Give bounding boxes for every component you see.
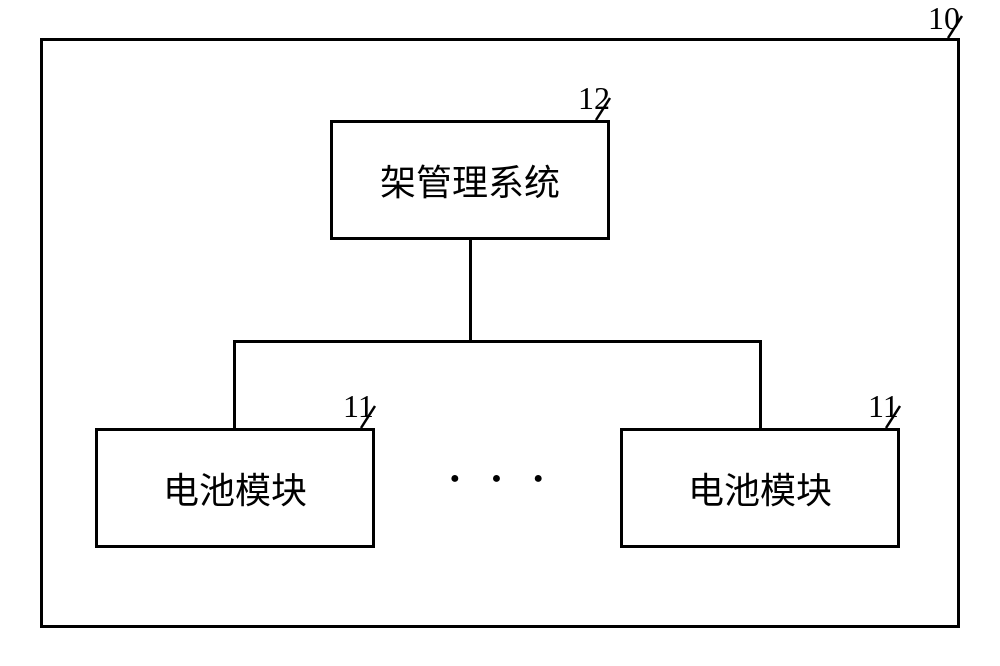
rack-management-system-box: 架管理系统 bbox=[330, 120, 610, 240]
connector-vertical-top bbox=[469, 240, 472, 340]
ellipsis-dots: ● ● ● bbox=[450, 470, 557, 488]
connector-vertical-left bbox=[233, 340, 236, 428]
top-box-label: 12 bbox=[578, 80, 610, 117]
right-box-label: 11 bbox=[868, 388, 899, 425]
battery-module-right-text: 电池模块 bbox=[688, 462, 832, 514]
battery-module-left-box: 电池模块 bbox=[95, 428, 375, 548]
connector-vertical-right bbox=[759, 340, 762, 428]
connector-horizontal-bus bbox=[233, 340, 762, 343]
left-box-label: 11 bbox=[343, 388, 374, 425]
outer-label: 10 bbox=[928, 0, 960, 37]
battery-module-left-text: 电池模块 bbox=[163, 462, 307, 514]
rack-management-system-text: 架管理系统 bbox=[380, 154, 560, 206]
battery-module-right-box: 电池模块 bbox=[620, 428, 900, 548]
